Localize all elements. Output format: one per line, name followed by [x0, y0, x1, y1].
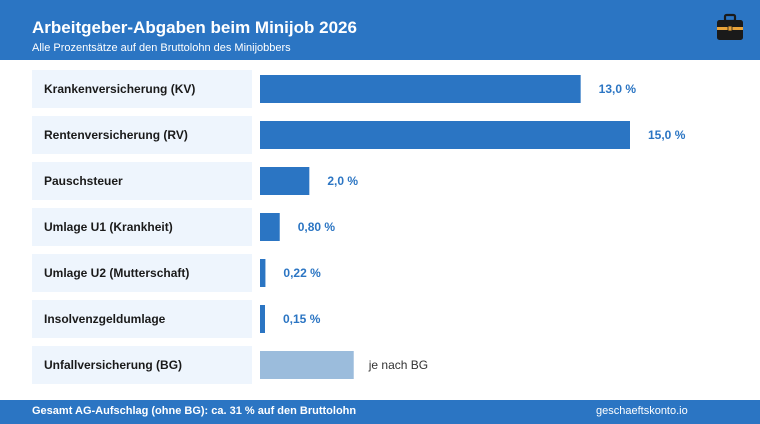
value-label: 0,22 %	[283, 266, 321, 280]
category-label-bg	[32, 162, 252, 200]
value-label: 15,0 %	[648, 128, 686, 142]
value-label: 2,0 %	[327, 174, 358, 188]
category-label: Unfallversicherung (BG)	[44, 358, 182, 372]
value-label: je nach BG	[368, 358, 428, 372]
footer-source: geschaeftskonto.io	[596, 405, 688, 417]
bar	[260, 259, 266, 287]
value-label: 0,80 %	[298, 220, 336, 234]
bar	[260, 167, 310, 195]
category-label: Pauschsteuer	[44, 174, 123, 188]
category-label: Umlage U2 (Mutterschaft)	[44, 266, 189, 280]
bar	[260, 213, 280, 241]
category-label-bg	[32, 300, 252, 338]
chart-title: Arbeitgeber-Abgaben beim Minijob 2026	[32, 18, 357, 37]
bar	[260, 75, 581, 103]
category-label-bg	[32, 116, 252, 154]
bar	[260, 305, 265, 333]
bar	[260, 121, 630, 149]
footer-bar: Gesamt AG-Aufschlag (ohne BG): ca. 31 % …	[0, 400, 760, 424]
category-label-bg	[32, 346, 252, 384]
value-label: 0,15 %	[283, 312, 321, 326]
value-label: 13,0 %	[599, 82, 637, 96]
header-banner: Arbeitgeber-Abgaben beim Minijob 2026 Al…	[0, 0, 760, 60]
bar-placeholder	[260, 351, 354, 379]
category-label-bg	[32, 70, 252, 108]
bar-chart: Krankenversicherung (KV) 13,0 % Rentenvers…	[32, 70, 686, 384]
category-label: Umlage U1 (Krankheit)	[44, 220, 173, 234]
category-label: Insolvenzgeldumlage	[44, 312, 166, 326]
footer-summary: Gesamt AG-Aufschlag (ohne BG): ca. 31 % …	[32, 405, 357, 417]
briefcase-icon	[717, 13, 743, 40]
category-label: Rentenversicherung (RV)	[44, 128, 188, 142]
category-label-bg	[32, 208, 252, 246]
category-label-bg	[32, 254, 252, 292]
chart-subtitle: Alle Prozentsätze auf den Bruttolohn des…	[32, 42, 291, 54]
category-label: Krankenversicherung (KV)	[44, 82, 195, 96]
